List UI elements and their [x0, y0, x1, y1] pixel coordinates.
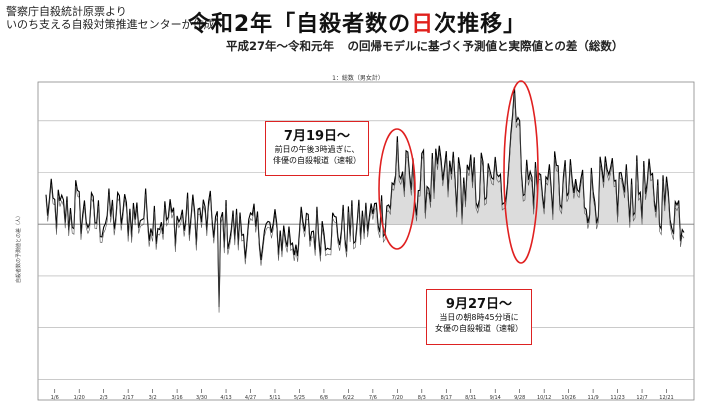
highlight-ellipse-september	[503, 80, 539, 264]
x-tick-label: 3/16	[171, 395, 182, 401]
plot-frame	[37, 81, 695, 401]
x-tick-label: 1/6	[51, 395, 59, 401]
x-tick-label: 4/13	[220, 395, 231, 401]
annotation-september-line-1: 当日の朝8時45分頃に	[439, 313, 519, 322]
annotation-july: 7月19日～ 前日の午後3時過ぎに、 俳優の自殺報道（速報）	[265, 121, 369, 176]
x-tick-label: 10/12	[537, 395, 551, 401]
difference-fill	[374, 87, 684, 225]
page-title: 令和2年「自殺者数の日次推移」	[187, 12, 527, 37]
x-tick-label: 6/22	[343, 395, 354, 401]
panel-title: 1：総数（男女計）	[332, 74, 384, 82]
x-tick-label: 5/11	[269, 395, 280, 401]
annotation-july-line-2: 俳優の自殺報道（速報）	[273, 156, 361, 165]
source-line-1: 警察庁自殺統計原票より	[6, 5, 127, 18]
x-tick-label: 8/3	[418, 395, 426, 401]
highlight-ellipse-july	[378, 128, 416, 250]
x-tick-label: 2/17	[123, 395, 134, 401]
annotation-july-line-1: 前日の午後3時過ぎに、	[274, 145, 360, 154]
x-tick-label: 5/25	[294, 395, 305, 401]
x-tick-label: 10/26	[561, 395, 575, 401]
series-line-actual	[45, 87, 685, 307]
x-tick-label: 8/31	[465, 395, 476, 401]
x-tick-label: 6/8	[320, 395, 328, 401]
chart-panel: 1：総数（男女計） 自殺者数の予測値との差（人） 1/6 1/20 2/3 2/17 3…	[15, 74, 695, 401]
annotation-september: 9月27日～ 当日の朝8時45分頃に 女優の自殺報道（速報）	[426, 289, 532, 345]
x-tick-label: 2/3	[100, 395, 108, 401]
x-tick-label: 12/7	[636, 395, 647, 401]
source-line-2: いのち支える自殺対策推進センターが作成	[6, 18, 215, 31]
x-tick-label: 3/30	[196, 395, 207, 401]
annotation-july-date: 7月19日～	[283, 129, 351, 144]
x-tick-label: 11/9	[587, 395, 598, 401]
x-tick-label: 7/20	[392, 395, 403, 401]
annotation-september-date: 9月27日～	[445, 297, 513, 312]
x-tick-label: 7/6	[369, 395, 377, 401]
annotation-september-line-2: 女優の自殺報道（速報）	[435, 324, 523, 333]
x-tick-label: 4/27	[245, 395, 256, 401]
x-ticks: 1/6 1/20 2/3 2/17 3/2 3/16 3/30 4/13 4/27 5/11 5/2…	[51, 389, 674, 401]
x-tick-label: 9/14	[490, 395, 501, 401]
x-tick-label: 1/20	[74, 395, 85, 401]
x-tick-label: 3/2	[149, 395, 157, 401]
x-tick-label: 9/28	[514, 395, 525, 401]
x-tick-label: 12/21	[659, 395, 673, 401]
x-tick-label: 11/23	[610, 395, 624, 401]
x-tick-label: 8/17	[441, 395, 452, 401]
title-highlight: 日	[411, 12, 435, 37]
y-axis-label: 自殺者数の予測値との差（人）	[15, 213, 22, 283]
series-line-band	[45, 92, 685, 313]
subtitle: 平成27年～令和元年 の回帰モデルに基づく予測値と実際値との差（総数）	[226, 39, 624, 53]
